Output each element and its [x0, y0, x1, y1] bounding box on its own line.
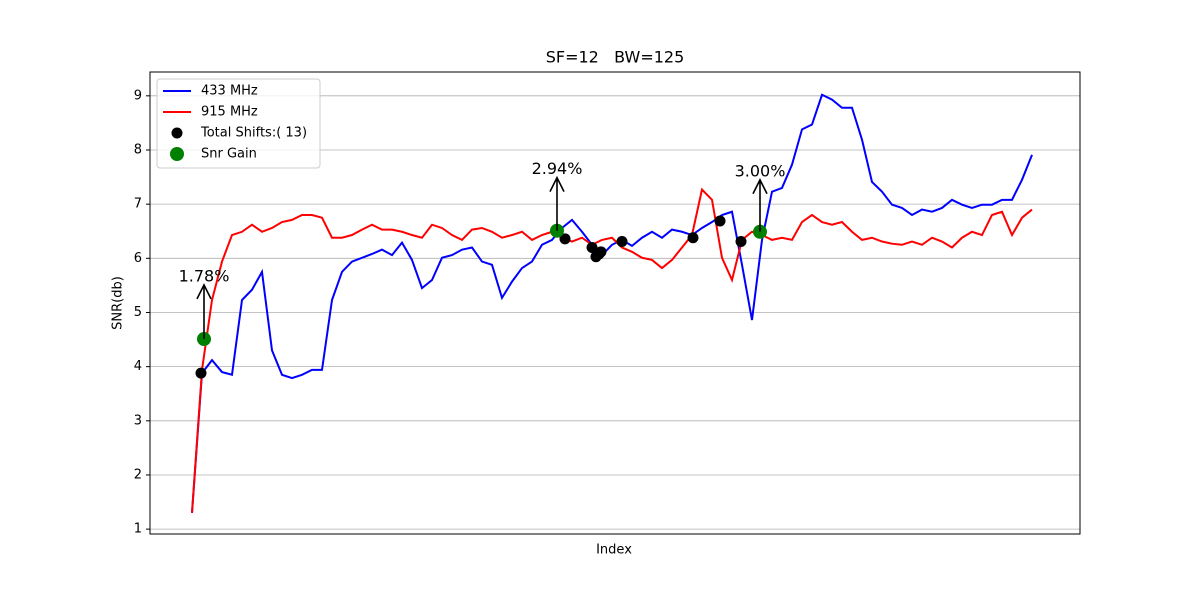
- annotation-arrow: [196, 283, 212, 340]
- annotation-arrow: [549, 175, 565, 231]
- data-point: [735, 236, 747, 248]
- legend-marker: [170, 147, 184, 161]
- legend-label: 433 MHz: [201, 84, 258, 99]
- y-tick-label: 6: [134, 251, 142, 266]
- plot-frame: [149, 71, 1081, 535]
- legend-label: 915 MHz: [201, 105, 258, 120]
- data-point: [714, 215, 726, 227]
- data-line: [191, 93, 1033, 513]
- data-point: [687, 232, 699, 244]
- data-point: [559, 233, 571, 245]
- data-line: [191, 187, 1033, 513]
- y-tick-label: 7: [134, 197, 142, 212]
- legend-box: [156, 78, 321, 169]
- legend-label: Total Shifts:( 13): [200, 126, 307, 141]
- data-point: [616, 236, 628, 248]
- y-tick-label: 8: [134, 142, 142, 157]
- data-point: [586, 241, 598, 253]
- annotation-label: 2.94%: [532, 159, 583, 178]
- x-axis-label: Index: [596, 543, 632, 558]
- y-tick-label: 4: [134, 359, 142, 374]
- y-tick-label: 1: [134, 522, 142, 537]
- y-axis-label: SNR(db): [111, 276, 126, 330]
- annotation-label: 3.00%: [735, 161, 786, 180]
- annotation-label: 1.78%: [179, 266, 230, 285]
- y-tick-label: 3: [134, 413, 142, 428]
- legend-marker: [171, 127, 183, 139]
- y-tick-label: 9: [134, 88, 142, 103]
- legend-label: Snr Gain: [201, 147, 257, 162]
- y-tick-label: 5: [134, 305, 142, 320]
- annotation-arrow: [752, 177, 768, 232]
- y-tick-label: 2: [134, 467, 142, 482]
- data-point: [595, 246, 607, 258]
- chart-title: SF=12 BW=125: [546, 48, 685, 67]
- data-point: [195, 367, 207, 379]
